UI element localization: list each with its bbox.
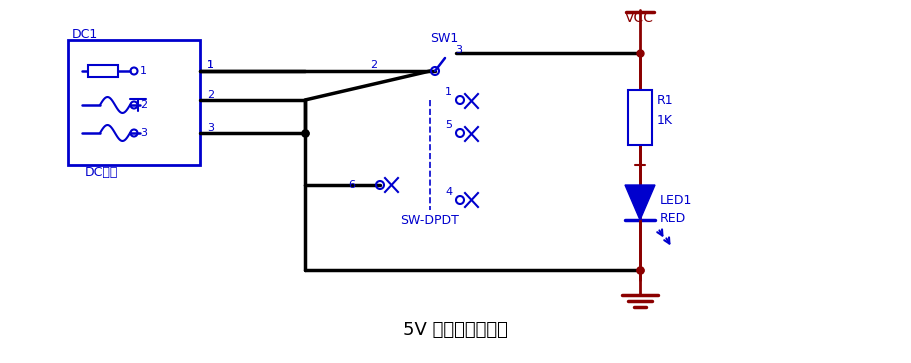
- Text: R1: R1: [657, 94, 673, 106]
- Bar: [628, 90, 652, 145]
- Text: 2: 2: [140, 100, 147, 110]
- Text: 5: 5: [445, 120, 452, 130]
- Text: SW1: SW1: [430, 32, 458, 45]
- Text: 1: 1: [445, 87, 452, 97]
- Text: 3: 3: [455, 45, 462, 55]
- Text: RED: RED: [660, 212, 686, 224]
- Text: 6: 6: [348, 180, 355, 190]
- Bar: [88, 65, 118, 77]
- Text: 1: 1: [207, 60, 214, 70]
- Text: DC接口: DC接口: [85, 166, 118, 179]
- Text: 1: 1: [207, 60, 214, 70]
- Text: SW-DPDT: SW-DPDT: [400, 213, 459, 227]
- Text: 4: 4: [445, 187, 452, 197]
- Text: LED1: LED1: [660, 193, 692, 207]
- Polygon shape: [625, 185, 655, 220]
- Text: 1: 1: [140, 66, 147, 76]
- Text: 1K: 1K: [657, 114, 673, 126]
- Text: 2: 2: [370, 60, 377, 70]
- Text: 3: 3: [140, 128, 147, 138]
- Text: 3: 3: [207, 123, 214, 133]
- Text: VCC: VCC: [625, 11, 654, 25]
- Text: 2: 2: [207, 90, 214, 100]
- Bar: [68, 40, 200, 165]
- Text: DC1: DC1: [72, 29, 98, 41]
- Text: 5V 电源电路原理图: 5V 电源电路原理图: [403, 321, 507, 339]
